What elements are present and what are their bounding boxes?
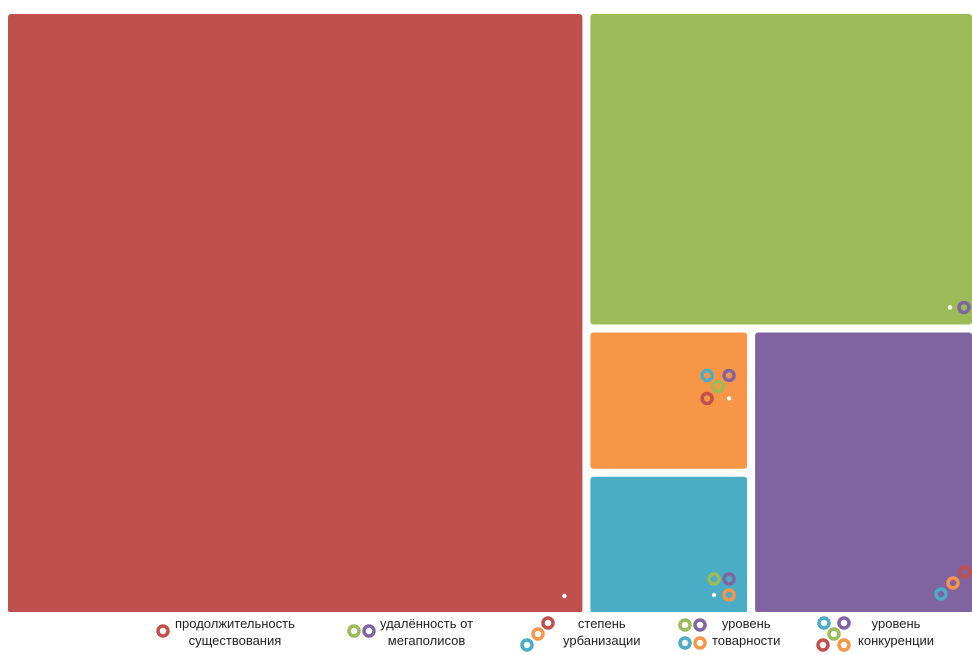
legend-item-0: продолжительность существования xyxy=(155,612,295,655)
tile-3-marker-dot xyxy=(711,592,717,598)
chart-legend: продолжительность существования удалённо… xyxy=(0,612,972,655)
treemap-chart xyxy=(8,14,972,612)
tile-1-marker-ring xyxy=(957,300,971,315)
tile-3-marker-ring-a xyxy=(707,572,721,586)
legend-label-3-line2: товарности xyxy=(712,633,781,648)
tile-1-marker-dot xyxy=(947,305,953,310)
legend-label-1-line2: мегаполисов xyxy=(387,633,466,648)
tile-4-marker-ring-b xyxy=(946,576,960,590)
legend-item-3: уровень товарности xyxy=(676,612,780,655)
tile-3-marker-ring-b xyxy=(722,572,736,586)
legend-marker-icon xyxy=(814,614,854,654)
tile-2-marker-ring-a xyxy=(700,368,714,383)
treemap-tile-4 xyxy=(755,332,972,612)
legend-item-2: степень урбанизации xyxy=(518,612,641,655)
legend-label-4-line2: конкуренции xyxy=(858,633,935,648)
legend-label-4-line1: уровень xyxy=(871,616,921,631)
tile-2-marker-ring-d xyxy=(700,391,714,406)
legend-label-2-line1: степень xyxy=(577,616,626,631)
legend-marker-icon xyxy=(518,614,558,654)
tile-2-marker-ring-c xyxy=(711,379,725,394)
legend-item-4: уровень конкуренции xyxy=(814,612,934,655)
treemap-tile-2 xyxy=(590,332,748,469)
tile-3-marker-ring-c xyxy=(722,588,736,602)
legend-label-2-line2: урбанизации xyxy=(563,633,641,648)
tile-0-marker-dot xyxy=(562,593,567,599)
legend-label-0-line1: продолжительность xyxy=(175,616,295,631)
legend-marker-icon xyxy=(345,622,379,640)
tile-4-marker-ring-a xyxy=(958,565,972,579)
legend-marker-icon xyxy=(676,616,710,652)
legend-label-1-line1: удалённость от xyxy=(380,616,474,631)
tile-4-marker-ring-c xyxy=(934,587,948,601)
treemap-tile-0 xyxy=(8,14,583,612)
legend-marker-icon xyxy=(155,623,171,639)
legend-label-0-line2: существования xyxy=(188,633,282,648)
treemap-tile-1 xyxy=(590,14,972,325)
tile-2-marker-ring-b xyxy=(722,368,736,383)
tile-2-marker-dot xyxy=(726,396,732,401)
legend-label-3-line1: уровень xyxy=(721,616,771,631)
legend-item-1: удалённость от мегаполисов xyxy=(345,612,473,655)
